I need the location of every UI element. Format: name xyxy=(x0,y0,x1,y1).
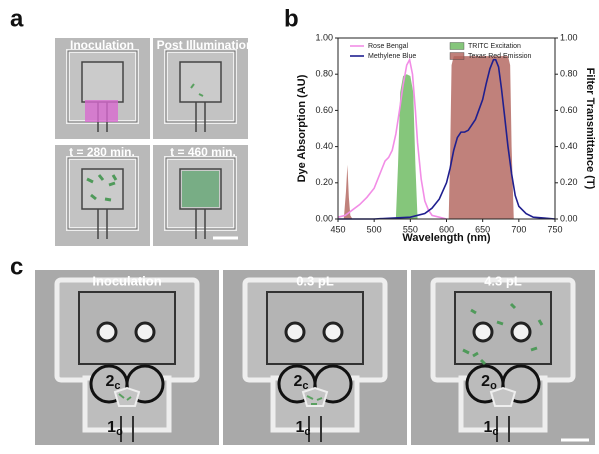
x-tick-label: 450 xyxy=(330,224,345,234)
legend-label: Texas Red Emission xyxy=(468,53,532,60)
y-tick-label: 0.80 xyxy=(315,69,333,79)
y2-tick-label: 0.40 xyxy=(560,141,578,151)
y-tick-label: 1.00 xyxy=(315,32,333,42)
legend-label: Methylene Blue xyxy=(368,53,416,60)
y2-tick-label: 0.80 xyxy=(560,69,578,79)
figure: a Inoculation Post Illumination t = 280 … xyxy=(0,0,599,454)
y-tick-label: 0.40 xyxy=(315,141,333,151)
micrograph: t = 460 min. xyxy=(153,145,248,246)
x-tick-label: 700 xyxy=(511,224,526,234)
panel-label: b xyxy=(284,5,299,32)
legend-label: Rose Bengal xyxy=(368,43,409,50)
micrograph: Post Illumination xyxy=(153,38,253,139)
y2-tick-label: 0.60 xyxy=(560,105,578,115)
panel-label: a xyxy=(10,5,24,32)
y-axis-title: Dye Absorption (AU) xyxy=(296,74,308,182)
x-tick-label: 500 xyxy=(367,224,382,234)
y-tick-label: 0.60 xyxy=(315,105,333,115)
image-title: Post Illumination xyxy=(157,38,254,52)
image-title: Inoculation xyxy=(92,273,161,288)
legend-label: TRITC Excitation xyxy=(468,43,521,50)
micrograph: Inoculation 2c 1o xyxy=(35,270,219,445)
panel-label: c xyxy=(10,253,23,280)
y2-tick-label: 0.00 xyxy=(560,213,578,223)
image-title: 0.3 pL xyxy=(296,273,334,288)
y2-tick-label: 1.00 xyxy=(560,32,578,42)
y2-axis-title: Filter Transmittance (T) xyxy=(584,68,596,190)
x-axis-title: Wavelength (nm) xyxy=(402,232,491,244)
legend-swatch xyxy=(450,53,464,60)
image-title: t = 460 min. xyxy=(170,145,236,159)
image-title: t = 280 min. xyxy=(69,145,135,159)
legend-swatch xyxy=(450,43,464,50)
image-title: 4.3 pL xyxy=(484,273,522,288)
y2-tick-label: 0.20 xyxy=(560,177,578,187)
x-tick-label: 750 xyxy=(547,224,562,234)
micrograph: Inoculation xyxy=(55,38,150,139)
y-tick-label: 0.20 xyxy=(315,177,333,187)
image-title: Inoculation xyxy=(70,38,134,52)
y-tick-label: 0.00 xyxy=(315,213,333,223)
micrograph: 4.3 pL 2o 1c xyxy=(411,270,595,445)
series-line xyxy=(338,60,555,219)
series-line xyxy=(338,60,447,219)
micrograph: t = 280 min. xyxy=(55,145,150,246)
micrograph: 0.3 pL 2c 1c xyxy=(223,270,407,445)
